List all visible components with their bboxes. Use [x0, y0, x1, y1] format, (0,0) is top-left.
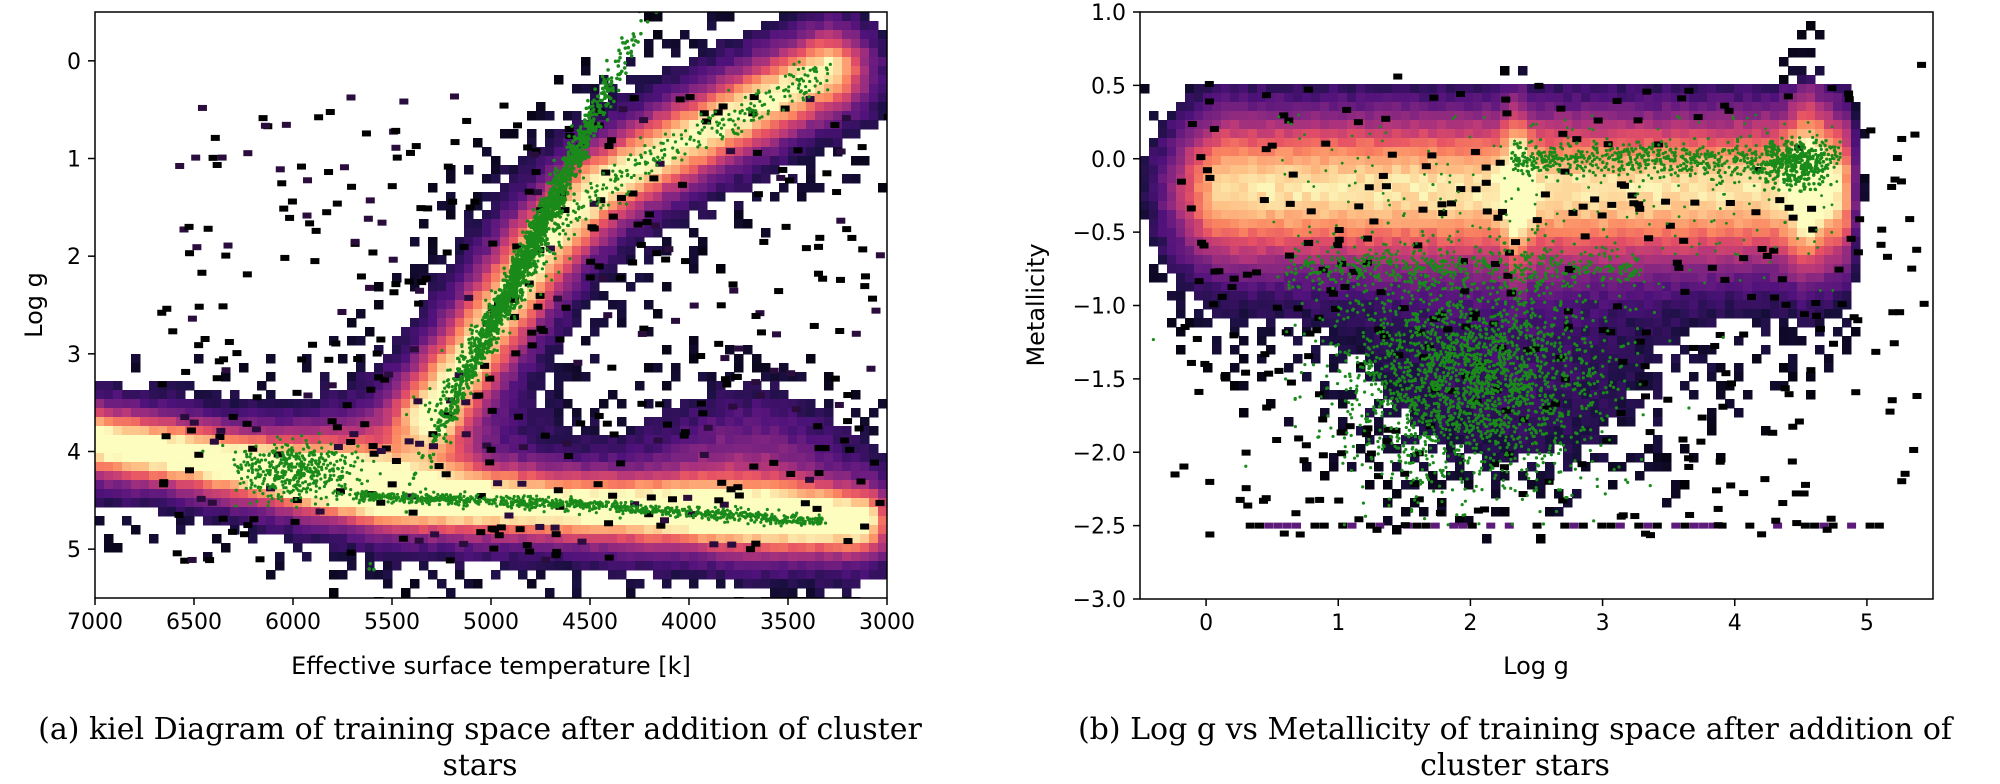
kiel-x-tick: 3500	[760, 598, 816, 635]
metallicity-y-tick: 1.0	[1091, 1, 1140, 26]
caption-a: (a) kiel Diagram of training space after…	[0, 712, 960, 784]
metallicity-x-tick-label: 5	[1860, 611, 1874, 636]
kiel-x-tick: 5500	[364, 598, 420, 635]
metallicity-x-tick-label: 2	[1463, 611, 1477, 636]
metallicity-y-axis-label: Metallicity	[1022, 243, 1050, 366]
metallicity-y-tick-label: 1.0	[1091, 1, 1126, 26]
metallicity-x-axis-label: Log g	[1503, 652, 1569, 680]
metallicity-y-tick-label: −1.5	[1073, 368, 1126, 393]
metallicity-x-tick-label: 4	[1728, 611, 1742, 636]
metallicity-y-ticks: 1.0 0.5 0.0 −0.5 −1.0 −1.5 −2.0 −2.5 −3.0	[1073, 1, 1140, 613]
metallicity-x-tick: 2	[1463, 599, 1477, 636]
kiel-y-tick: 4	[67, 441, 95, 466]
metallicity-y-tick-label: −3.0	[1073, 588, 1126, 613]
kiel-x-tick: 4000	[661, 598, 717, 635]
kiel-x-tick: 7000	[67, 598, 123, 635]
kiel-y-tick: 1	[67, 148, 95, 173]
kiel-x-tick-label: 6500	[166, 610, 222, 635]
metallicity-x-tick-label: 0	[1199, 611, 1213, 636]
kiel-x-tick-label: 3500	[760, 610, 816, 635]
kiel-y-tick-label: 2	[67, 245, 81, 270]
kiel-x-tick: 5000	[463, 598, 519, 635]
metallicity-x-ticks: 0 1 2 3 4 5	[1199, 599, 1874, 636]
kiel-x-ticks: 7000 6500 6000 5500 5000 4500 4000 3500 3000	[67, 598, 915, 635]
kiel-y-tick: 5	[67, 538, 95, 563]
metallicity-x-tick: 5	[1860, 599, 1874, 636]
kiel-x-tick-label: 4500	[562, 610, 618, 635]
metallicity-y-tick: −2.0	[1073, 441, 1140, 466]
metallicity-y-tick-label: 0.5	[1091, 74, 1126, 99]
metallicity-y-tick: −0.5	[1073, 221, 1140, 246]
kiel-x-tick-label: 6000	[265, 610, 321, 635]
metallicity-x-tick-label: 3	[1596, 611, 1610, 636]
metallicity-x-tick-label: 1	[1331, 611, 1345, 636]
metallicity-y-tick-label: 0.0	[1091, 148, 1126, 173]
kiel-y-tick-label: 3	[67, 343, 81, 368]
kiel-y-axis-label: Log g	[20, 272, 48, 338]
kiel-y-tick: 2	[67, 245, 95, 270]
metallicity-y-tick-label: −2.0	[1073, 441, 1126, 466]
metallicity-y-tick: −3.0	[1073, 588, 1140, 613]
kiel-x-tick: 3000	[859, 598, 915, 635]
kiel-y-tick-label: 0	[67, 50, 81, 75]
kiel-x-tick: 6500	[166, 598, 222, 635]
kiel-x-tick-label: 4000	[661, 610, 717, 635]
metallicity-y-tick: −1.0	[1073, 295, 1140, 320]
metallicity-x-tick: 0	[1199, 599, 1213, 636]
metallicity-y-tick-label: −0.5	[1073, 221, 1126, 246]
metallicity-x-tick: 1	[1331, 599, 1345, 636]
kiel-x-tick: 4500	[562, 598, 618, 635]
kiel-x-tick-label: 3000	[859, 610, 915, 635]
metallicity-y-tick: −1.5	[1073, 368, 1140, 393]
kiel-x-tick-label: 7000	[67, 610, 123, 635]
kiel-x-axis-label: Effective surface temperature [k]	[291, 652, 691, 680]
metallicity-y-tick-label: −2.5	[1073, 515, 1126, 540]
panel-a: 7000 6500 6000 5500 5000 4500 4000 3500 3000 0 1 2…	[20, 0, 915, 680]
kiel-y-tick: 0	[67, 50, 95, 75]
caption-b: (b) Log g vs Metallicity of training spa…	[1030, 712, 2000, 784]
metallicity-x-tick: 4	[1728, 599, 1742, 636]
kiel-x-tick: 6000	[265, 598, 321, 635]
kiel-y-tick-label: 1	[67, 148, 81, 173]
kiel-y-tick-label: 5	[67, 538, 81, 563]
metallicity-x-tick: 3	[1596, 599, 1610, 636]
kiel-x-tick-label: 5000	[463, 610, 519, 635]
kiel-x-tick-label: 5500	[364, 610, 420, 635]
metallicity-y-tick: 0.0	[1091, 148, 1140, 173]
metallicity-y-tick-label: −1.0	[1073, 295, 1126, 320]
metallicity-y-tick: −2.5	[1073, 515, 1140, 540]
metallicity-density-histogram	[1140, 21, 1929, 544]
kiel-y-tick: 3	[67, 343, 95, 368]
panel-b: 0 1 2 3 4 5 1.0 0.5 0.0 −0.5 −1.0 −1.5 −2.0 −2.5 −3.0…	[1022, 1, 1933, 680]
metallicity-y-tick: 0.5	[1091, 74, 1140, 99]
kiel-y-tick-label: 4	[67, 441, 81, 466]
kiel-y-ticks: 0 1 2 3 4 5	[67, 50, 95, 563]
